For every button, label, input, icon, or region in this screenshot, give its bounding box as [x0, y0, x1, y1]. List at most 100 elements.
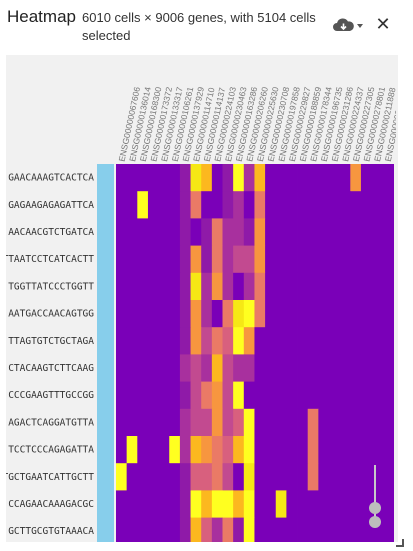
- heatmap-cell: [233, 272, 245, 301]
- heatmap-cell: [233, 463, 245, 491]
- heatmap-cell: [158, 272, 170, 301]
- heatmap-cell: [254, 408, 266, 437]
- heatmap-cell: [233, 517, 245, 542]
- heatmap-cell: [137, 191, 149, 219]
- heatmap-cell: [350, 327, 362, 355]
- heatmap-cell: [190, 191, 202, 219]
- zoom-slider-handle-lower[interactable]: [369, 516, 381, 528]
- heatmap-cell: [329, 164, 341, 192]
- heatmap-cell: [286, 327, 298, 355]
- zoom-slider-handle-upper[interactable]: [369, 502, 381, 514]
- heatmap-cell: [329, 408, 341, 437]
- heatmap-cell: [286, 191, 298, 219]
- heatmap-cell: [137, 272, 149, 301]
- heatmap-cell: [329, 463, 341, 491]
- heatmap-cell: [329, 191, 341, 219]
- heatmap-cell: [329, 218, 341, 246]
- cloud-download-icon: [333, 18, 354, 31]
- heatmap-cell: [126, 191, 138, 219]
- heatmap-cell: [179, 381, 191, 410]
- heatmap-cell: [233, 381, 245, 410]
- heatmap-cell: [137, 164, 149, 192]
- heatmap-cell: [350, 381, 362, 410]
- heatmap-cell: [211, 164, 223, 192]
- heatmap-cell: [307, 381, 319, 410]
- heatmap-cell: [329, 300, 341, 328]
- heatmap-cell: [360, 354, 372, 382]
- heatmap-cell: [350, 517, 362, 542]
- heatmap-cell: [297, 436, 309, 464]
- row-label: TTAATCCTCATCACTT: [6, 254, 94, 265]
- heatmap-cell: [265, 354, 277, 382]
- heatmap-cell: [222, 354, 234, 382]
- download-menu-button[interactable]: [333, 16, 367, 36]
- heatmap-cell: [254, 436, 266, 464]
- heatmap-cell: [137, 218, 149, 246]
- heatmap-cell: [179, 408, 191, 437]
- heatmap-cell: [201, 327, 213, 355]
- heatmap-cell: [233, 245, 245, 274]
- heatmap-cell: [116, 245, 128, 274]
- heatmap-cell: [339, 191, 351, 219]
- heatmap-cell: [254, 164, 266, 192]
- row-label: CCCGAAGTTTGCCGG: [8, 390, 94, 401]
- heatmap-cell: [126, 164, 138, 192]
- heatmap-cell: [329, 272, 341, 301]
- heatmap-cell: [126, 463, 138, 491]
- heatmap-cell: [382, 490, 394, 518]
- heatmap-cell: [169, 191, 181, 219]
- heatmap-cell: [254, 381, 266, 410]
- heatmap-cell: [382, 245, 394, 274]
- heatmap-cell: [126, 490, 138, 518]
- heatmap-cell: [360, 164, 372, 192]
- heatmap-cell: [360, 191, 372, 219]
- heatmap-cell: [371, 381, 383, 410]
- resize-handle[interactable]: [396, 539, 404, 547]
- heatmap[interactable]: GAACAAAGTCACTCA GAGAAGAGAGATTCA AACAACGTCT…: [6, 55, 398, 542]
- heatmap-cell: [297, 517, 309, 542]
- heatmap-cell: [211, 191, 223, 219]
- heatmap-cell: [179, 191, 191, 219]
- heatmap-cell: [233, 490, 245, 518]
- heatmap-cell: [222, 436, 234, 464]
- heatmap-cell: [382, 218, 394, 246]
- close-button[interactable]: ✕: [374, 15, 392, 35]
- heatmap-cell: [169, 245, 181, 274]
- heatmap-cell: [179, 164, 191, 192]
- heatmap-cell: [265, 436, 277, 464]
- heatmap-cell: [201, 300, 213, 328]
- heatmap-cell: [254, 245, 266, 274]
- heatmap-cell: [179, 354, 191, 382]
- heatmap-cell: [190, 490, 202, 518]
- heatmap-cell: [339, 354, 351, 382]
- heatmap-cell: [158, 354, 170, 382]
- heatmap-cell: [243, 245, 255, 274]
- heatmap-cell: [318, 517, 330, 542]
- heatmap-cell: [243, 272, 255, 301]
- heatmap-cell: [126, 272, 138, 301]
- heatmap-cell: [339, 300, 351, 328]
- heatmap-cell: [360, 300, 372, 328]
- heatmap-cell: [169, 490, 181, 518]
- heatmap-cell: [169, 272, 181, 301]
- heatmap-cell: [254, 354, 266, 382]
- heatmap-cell: [137, 245, 149, 274]
- heatmap-cell: [318, 218, 330, 246]
- heatmap-cell: [179, 218, 191, 246]
- heatmap-cell: [350, 436, 362, 464]
- heatmap-cell: [339, 381, 351, 410]
- heatmap-cell: [137, 436, 149, 464]
- heatmap-cell: [286, 245, 298, 274]
- heatmap-cell: [360, 381, 372, 410]
- row-label: TGGTTATCCCTGGTT: [8, 281, 94, 292]
- heatmap-cell: [265, 300, 277, 328]
- row-label: GCTTGCGTGTAAACA: [8, 526, 94, 537]
- heatmap-cell: [211, 245, 223, 274]
- heatmap-cell: [233, 300, 245, 328]
- panel-title: Heatmap: [7, 7, 76, 26]
- heatmap-cell: [137, 354, 149, 382]
- heatmap-cell: [382, 463, 394, 491]
- heatmap-cell: [201, 245, 213, 274]
- heatmap-cell: [158, 191, 170, 219]
- heatmap-cell: [233, 408, 245, 437]
